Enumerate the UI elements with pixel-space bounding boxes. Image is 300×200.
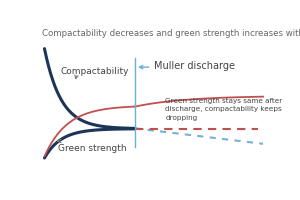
Text: Muller discharge: Muller discharge bbox=[154, 61, 235, 71]
Text: Green strength stays same after
discharge, compactability keeps
dropping: Green strength stays same after discharg… bbox=[165, 98, 283, 121]
Text: Compactability decreases and green strength increases with mulling: Compactability decreases and green stren… bbox=[42, 29, 300, 38]
Text: Compactability: Compactability bbox=[61, 67, 129, 76]
Text: Green strength: Green strength bbox=[58, 144, 127, 153]
